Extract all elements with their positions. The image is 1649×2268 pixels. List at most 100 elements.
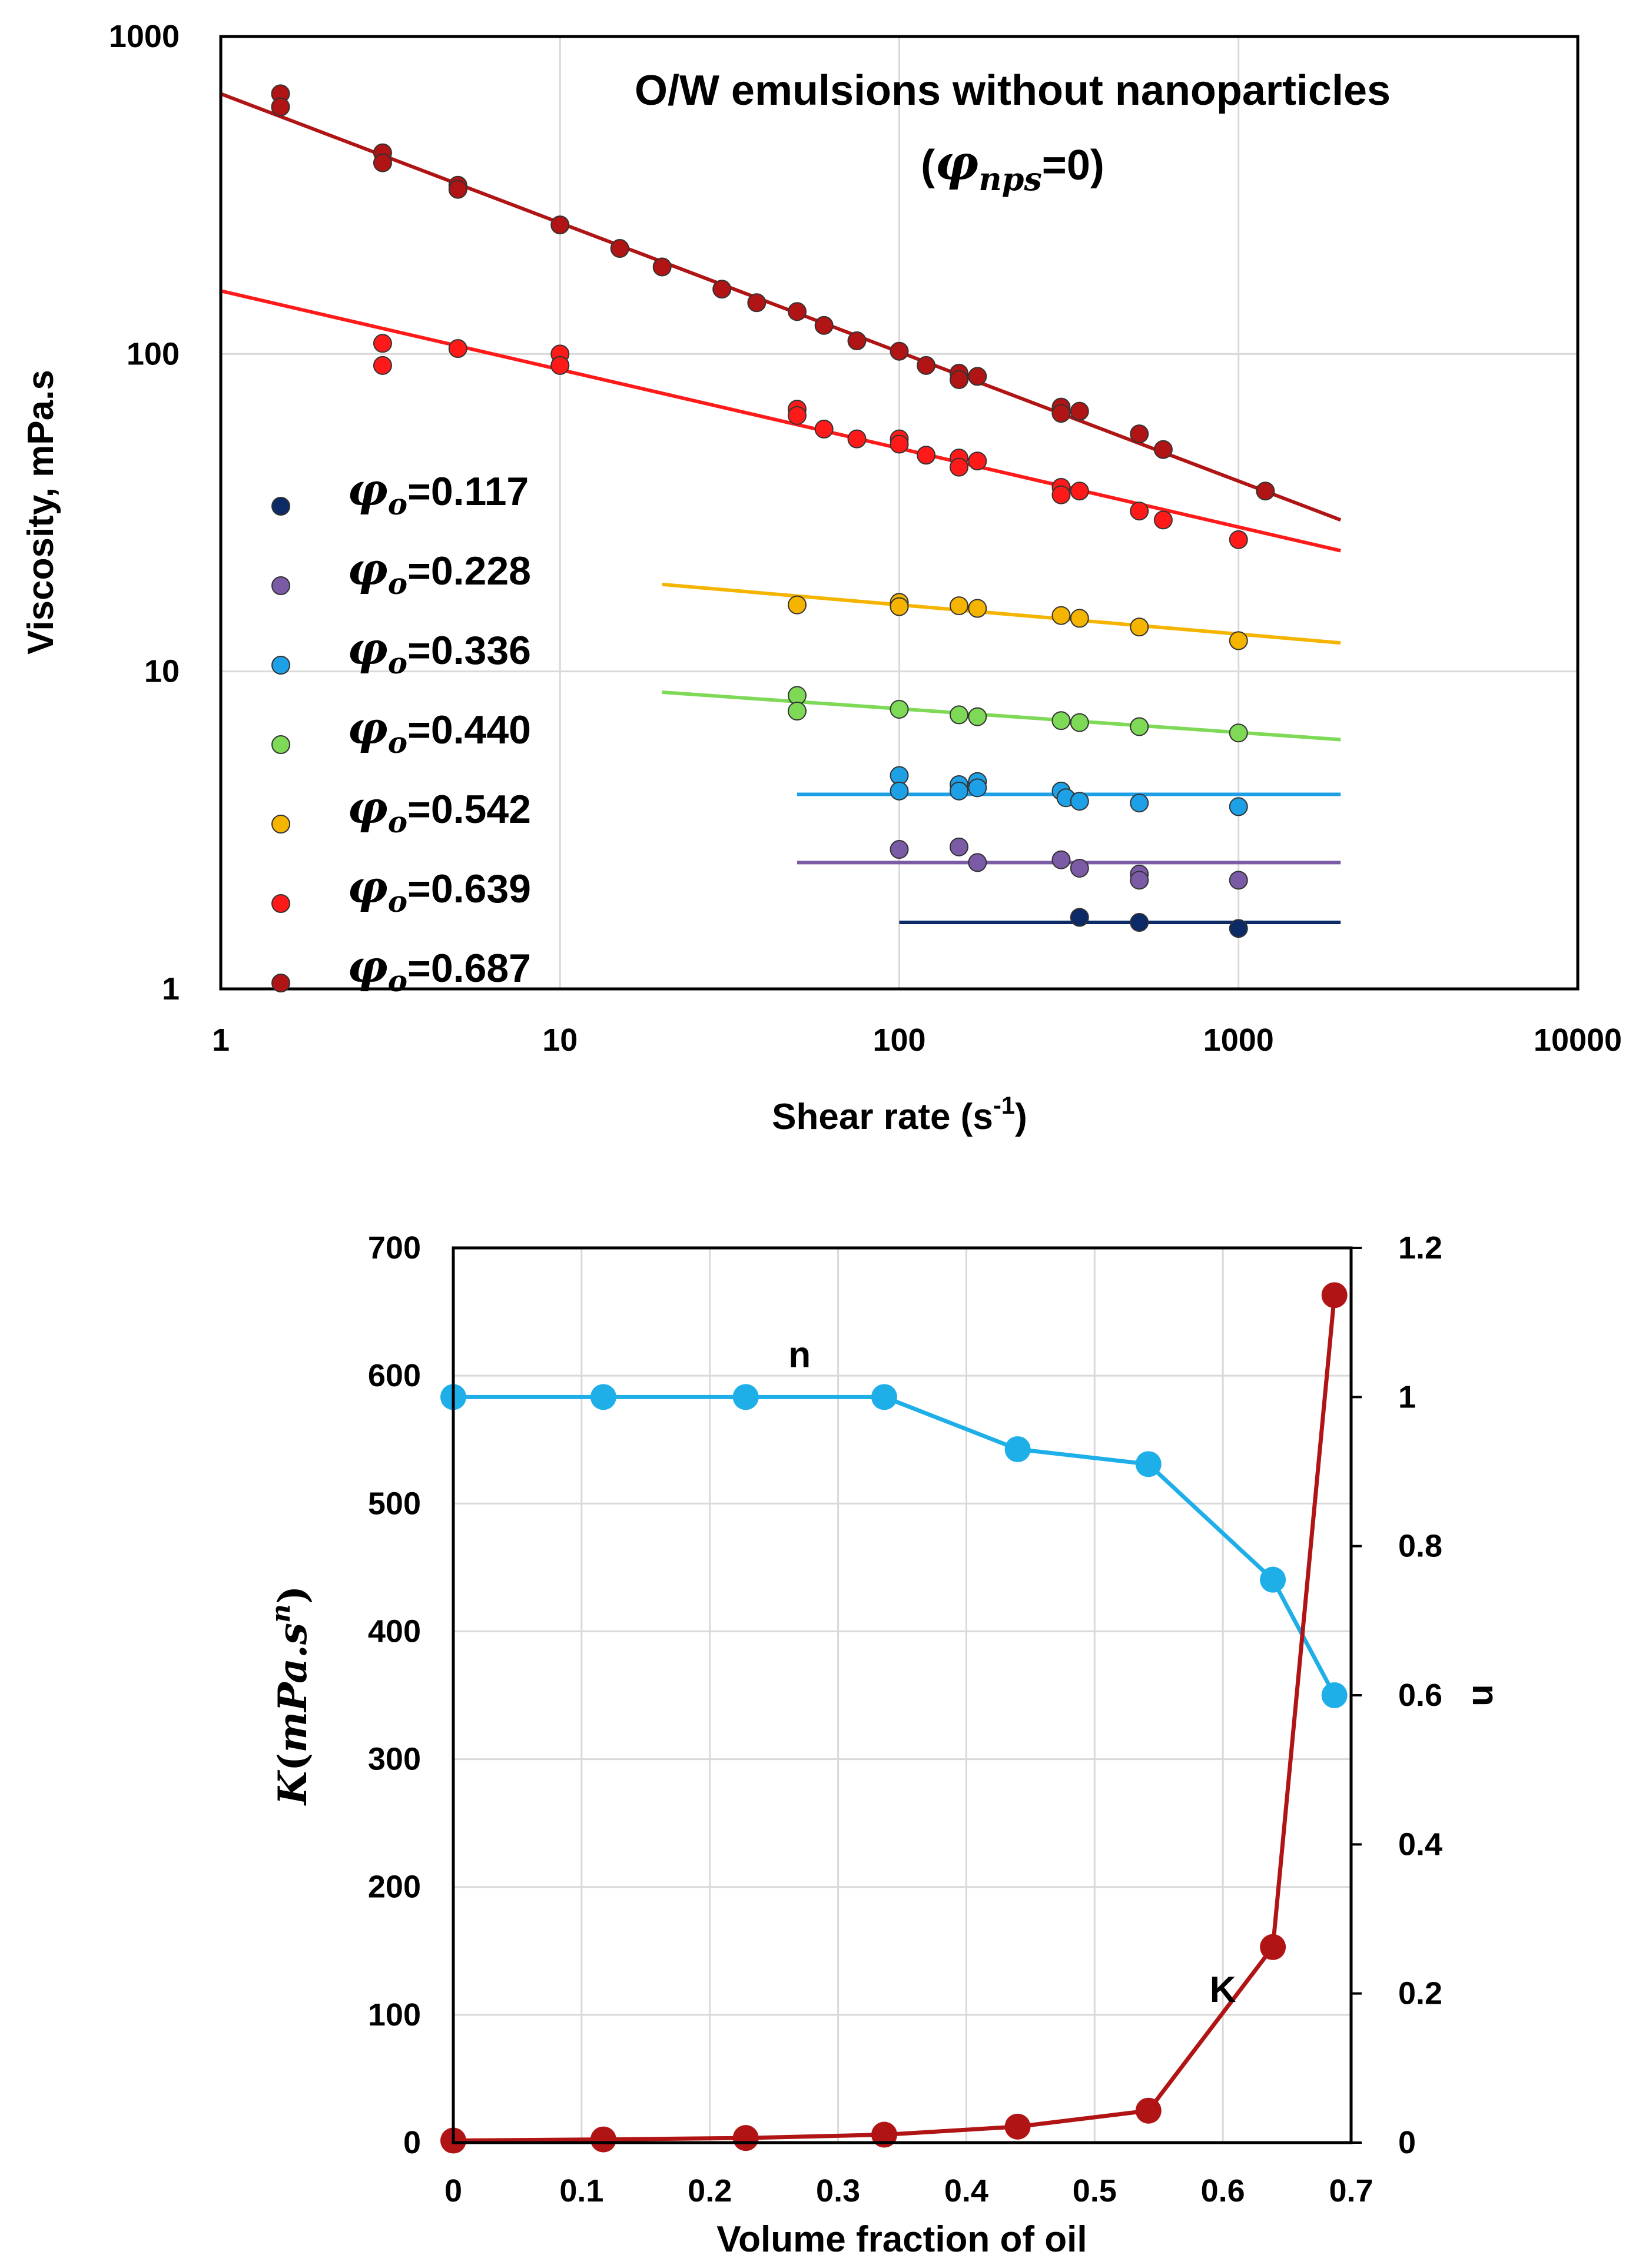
- legend-sub: o: [388, 964, 407, 998]
- k-n-x-tick-label: 0: [444, 2173, 462, 2209]
- data-point: [847, 429, 867, 449]
- data-point: [1070, 482, 1089, 501]
- data-point: [1051, 850, 1071, 869]
- legend-entry: φo=0.542: [347, 781, 531, 839]
- viscosity-x-tick-label: 10: [542, 1022, 578, 1058]
- k-y-axis-label: K(mPa.sn): [266, 1586, 316, 1806]
- k-label-open: (: [270, 1753, 316, 1771]
- legend-phi: φ: [347, 940, 388, 992]
- data-point: [1229, 871, 1248, 890]
- data-point: [890, 781, 909, 801]
- k-y-tick-label: 400: [368, 1613, 421, 1649]
- data-point: [1070, 908, 1089, 927]
- viscosity-y-tick-label: 1000: [109, 19, 180, 54]
- data-point: [1130, 793, 1149, 813]
- data-point: [1070, 401, 1089, 421]
- data-point: [550, 356, 570, 375]
- n-data-point: [590, 1384, 616, 1410]
- n-data-point: [1135, 1451, 1162, 1477]
- data-point: [652, 257, 672, 277]
- k-label-sup: n: [266, 1604, 296, 1623]
- k-series-label: K: [1210, 1970, 1236, 2010]
- n-y-tick-label: 0: [1398, 2125, 1416, 2160]
- n-y-tick-label: 0.6: [1398, 1678, 1442, 1713]
- k-n-x-tick-label: 0.5: [1073, 2173, 1117, 2209]
- legend-entry: φo=0.117: [347, 463, 529, 522]
- viscosity-chart-subtitle: (φnps=0): [921, 135, 1104, 198]
- viscosity-y-axis-label: Viscosity, mPa.s: [21, 370, 61, 655]
- data-point: [890, 597, 909, 616]
- k-n-x-ticks: 0 0.1 0.2 0.3 0.4 0.5 0.6 0.7: [444, 2173, 1373, 2209]
- viscosity-data-points: [271, 84, 1275, 938]
- viscosity-y-tick-label: 10: [144, 654, 180, 689]
- data-point: [1130, 717, 1149, 736]
- data-point: [968, 778, 987, 798]
- legend-marker: [271, 974, 290, 992]
- k-n-data-points: [440, 1282, 1348, 2154]
- legend-phi: φ: [347, 463, 388, 516]
- k-n-x-tick-label: 0.3: [816, 2173, 860, 2209]
- subtitle-sub: nps: [978, 160, 1041, 198]
- k-label-units: mPa.s: [270, 1623, 316, 1753]
- data-point: [788, 686, 807, 705]
- k-n-x-tick-label: 0.2: [688, 2173, 732, 2209]
- viscosity-chart-title: O/W emulsions without nanoparticles: [635, 67, 1391, 114]
- data-point: [1130, 617, 1149, 637]
- legend-phi: φ: [347, 781, 388, 834]
- n-y-ticks: 0 0.2 0.4 0.6 0.8 1 1.2: [1351, 1230, 1442, 2160]
- viscosity-y-ticks: 1 10 100 1000: [109, 19, 180, 1007]
- data-point: [890, 840, 909, 859]
- legend-phi: φ: [347, 622, 388, 675]
- legend-value: =0.228: [407, 549, 531, 593]
- legend-entry: φo=0.336: [347, 622, 531, 680]
- xlabel-close: ): [1015, 1097, 1027, 1137]
- data-point: [949, 837, 968, 856]
- data-point: [788, 302, 807, 321]
- n-data-point: [1260, 1566, 1286, 1593]
- n-y-axis-label: n: [1465, 1684, 1505, 1706]
- data-point: [814, 316, 834, 335]
- k-n-x-axis-label: Volume fraction of oil: [716, 2219, 1087, 2260]
- K-data-point: [1321, 1282, 1348, 1309]
- legend-marker: [271, 894, 290, 913]
- viscosity-x-tick-label: 100: [872, 1022, 925, 1058]
- data-point: [949, 457, 968, 477]
- data-point: [1051, 606, 1071, 625]
- data-point: [949, 705, 968, 725]
- K-series-line: [453, 1295, 1337, 2143]
- legend-entry: φo=0.228: [347, 543, 531, 601]
- legend-phi: φ: [347, 861, 388, 913]
- data-point: [917, 446, 936, 465]
- data-point: [1229, 530, 1248, 549]
- legend-sub: o: [388, 725, 407, 760]
- xlabel-text: Shear rate (s: [772, 1097, 993, 1137]
- n-y-tick-label: 0.8: [1398, 1529, 1442, 1564]
- viscosity-chart: 1 10 100 1000 10000 1 10 100 1000 O/W emulsions…: [21, 19, 1622, 1137]
- n-series-line: [453, 1394, 1336, 1696]
- subtitle-phi: φ: [935, 135, 978, 191]
- data-point: [610, 239, 629, 258]
- legend-entry: φo=0.639: [347, 861, 531, 919]
- data-point: [1229, 797, 1248, 816]
- viscosity-y-tick-label: 1: [162, 971, 180, 1007]
- data-point: [814, 419, 834, 439]
- n-data-point: [871, 1384, 897, 1410]
- data-point: [1051, 404, 1071, 423]
- legend-entry: φo=0.687: [347, 940, 531, 998]
- data-point: [373, 334, 392, 353]
- fit-line-phi-0.542: [662, 582, 1341, 645]
- k-n-x-tick-label: 0.6: [1201, 2173, 1245, 2209]
- n-data-point: [1321, 1682, 1348, 1708]
- viscosity-x-tick-label: 1000: [1203, 1022, 1274, 1058]
- K-data-point: [1260, 1934, 1286, 1960]
- K-data-point: [590, 2126, 616, 2153]
- xlabel-sup: -1: [993, 1091, 1015, 1119]
- data-point: [968, 853, 987, 872]
- viscosity-legend: φo=0.117φo=0.228φo=0.336φo=0.440φo=0.542…: [271, 463, 531, 998]
- viscosity-x-tick-label: 10000: [1534, 1022, 1622, 1058]
- n-y-tick-label: 0.2: [1398, 1976, 1442, 2011]
- data-point: [890, 699, 909, 719]
- data-point: [1153, 510, 1173, 530]
